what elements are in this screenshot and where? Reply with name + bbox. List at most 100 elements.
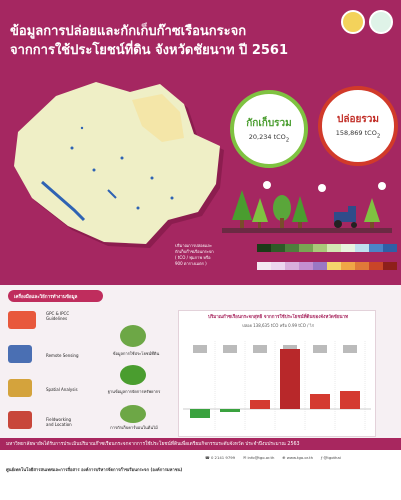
emission-value: 158,869 tCO2	[322, 129, 394, 139]
page-title: ข้อมูลการปล่อยและกักเก็บก๊าซเรือนกระจก จ…	[10, 22, 310, 60]
chart-plot	[183, 341, 371, 431]
legend-swatch	[271, 244, 285, 252]
map-spot	[70, 146, 74, 150]
social-contact[interactable]: ƒ @tgothai	[320, 455, 341, 460]
chart-subtitle: ปล่อย 138,635 tCO หรือ 0.99 tCO / ไร่	[242, 323, 314, 328]
land-use-icon	[120, 325, 146, 347]
project-note: มหาวิทยาลัยพายัพได้รับการประเมินปริมาณก๊…	[6, 442, 300, 447]
map-spot	[150, 176, 154, 180]
legend-swatch	[341, 262, 355, 270]
organization-name: ศูนย์เทคโนโลยีสารสนเทศและการสื่อสาร องค์…	[6, 467, 183, 472]
satellite-icon	[8, 345, 32, 363]
web-text: www.tgo.or.th	[286, 455, 313, 460]
legend-swatch	[299, 262, 313, 270]
tree-icon	[232, 190, 252, 228]
email-text: info@tgo.or.th	[247, 455, 275, 460]
gpc-text: GPC & IPCC	[46, 311, 70, 316]
map-river-2	[107, 189, 117, 199]
legend-capture-scale	[257, 244, 397, 252]
chart-bar	[340, 391, 360, 409]
tree-icon	[252, 198, 268, 228]
legend-swatch	[341, 244, 355, 252]
chart-bar	[190, 409, 210, 418]
emblem-logo	[341, 10, 365, 34]
email-contact[interactable]: ✉ info@tgo.or.th	[243, 455, 275, 460]
phone-contact[interactable]: ☎ 0 2141 9799	[205, 455, 236, 460]
legend-swatch	[355, 262, 369, 270]
land-use-category-icon	[223, 345, 237, 353]
emission-number: 158,869 tCO	[335, 129, 377, 137]
map-spot	[80, 126, 84, 130]
gpc-label: GPC & IPCC Guidelines	[46, 311, 69, 321]
ground	[222, 228, 392, 233]
legend-swatch	[257, 244, 271, 252]
legend-swatch	[327, 244, 341, 252]
tractor-icon	[334, 206, 357, 228]
capture-value: 20,234 tCO2	[234, 133, 304, 143]
tree-icon	[273, 195, 291, 228]
emission-subscript: 2	[376, 133, 381, 140]
co2-bubble-icon	[263, 181, 386, 192]
map-analysis-icon	[8, 379, 32, 397]
tgo-logo	[369, 10, 393, 34]
legend-text-line: ปริมาณการปล่อยและ	[175, 243, 213, 248]
methods-diagram: GPC & IPCC Guidelines Remote Sensing Spat…	[8, 305, 160, 435]
title-line-2: จากการใช้ประโยชน์ที่ดิน จังหวัดชัยนาท ปี…	[10, 43, 289, 58]
fieldwork-text-2: and Location	[46, 422, 72, 427]
emission-label: ปล่อยรวม	[337, 114, 379, 125]
map-land	[14, 82, 220, 244]
legend-swatch	[313, 262, 327, 270]
phone-text: 0 2141 9799	[210, 455, 236, 460]
net-emission-chart: ปริมาณก๊าซเรือนกระจกสุทธิ จากการใช้ประโย…	[178, 310, 376, 437]
map-spot	[136, 206, 140, 210]
contact-list: ☎ 0 2141 9799 ✉ info@tgo.or.th ⊕ www.tgo…	[205, 455, 341, 460]
chart-bar	[280, 349, 300, 409]
web-contact[interactable]: ⊕ www.tgo.or.th	[282, 455, 313, 460]
map-spot	[170, 196, 174, 200]
book-icon	[8, 311, 36, 329]
tree-carbon-icon	[120, 405, 146, 423]
legend-swatch	[383, 262, 397, 270]
chart-title: ปริมาณก๊าซเรือนกระจกสุทธิ จากการใช้ประโย…	[207, 315, 349, 320]
legend-swatch	[355, 244, 369, 252]
province-map	[14, 82, 224, 248]
emission-summary: ปล่อยรวม 158,869 tCO2	[318, 86, 398, 166]
resource-db-label: ฐานข้อมูลการจัดการทรัพยากร	[107, 389, 161, 394]
social-text: @tgothai	[323, 455, 341, 460]
legend-description: ปริมาณการปล่อยและ กักเก็บก๊าซเรือนกระจก …	[175, 243, 255, 267]
map-forest-patch	[132, 94, 184, 142]
gpc-text-2: Guidelines	[46, 316, 68, 321]
legend-text-line: ( tCO / พุ่มภาพ หรือ	[175, 255, 211, 260]
tree-carbon-label: การกักเก็บคาร์บอนในต้นไม้	[110, 425, 158, 430]
legend-swatch	[285, 262, 299, 270]
legend-text-line: กักเก็บก๊าซเรือนกระจก	[175, 249, 214, 254]
legend-swatch	[257, 262, 271, 270]
location-pin-icon	[8, 411, 32, 429]
map-river	[41, 180, 86, 222]
logo-group	[341, 10, 393, 34]
legend-swatch	[313, 244, 327, 252]
chart-bar	[310, 394, 330, 409]
fieldwork-text: Fieldworking	[46, 417, 72, 422]
map-spot	[92, 168, 96, 172]
land-use-category-icon	[343, 345, 357, 353]
land-use-label: ข้อมูลการใช้ประโยชน์ที่ดิน	[112, 351, 160, 356]
landscape-illustration	[222, 181, 392, 233]
hand-plant-icon	[120, 365, 146, 385]
capture-summary: กักเก็บรวม 20,234 tCO2	[230, 90, 308, 168]
title-line-1: ข้อมูลการปล่อยและกักเก็บก๊าซเรือนกระจก	[10, 24, 247, 39]
legend-swatch	[299, 244, 313, 252]
legend-swatch	[369, 244, 383, 252]
capture-label: กักเก็บรวม	[246, 118, 292, 129]
color-legend: ปริมาณการปล่อยและ กักเก็บก๊าซเรือนกระจก …	[175, 240, 397, 282]
remote-sensing-label: Remote Sensing	[46, 353, 79, 358]
legend-text-line: 900 ตารางเมตร )	[175, 261, 207, 266]
legend-swatch	[369, 262, 383, 270]
legend-swatch	[271, 262, 285, 270]
land-use-category-icon	[193, 345, 207, 353]
tree-icon	[364, 198, 380, 228]
legend-swatch	[383, 244, 397, 252]
chart-bar	[220, 409, 240, 412]
capture-number: 20,234 tCO	[248, 133, 286, 141]
land-use-category-icon	[313, 345, 327, 353]
